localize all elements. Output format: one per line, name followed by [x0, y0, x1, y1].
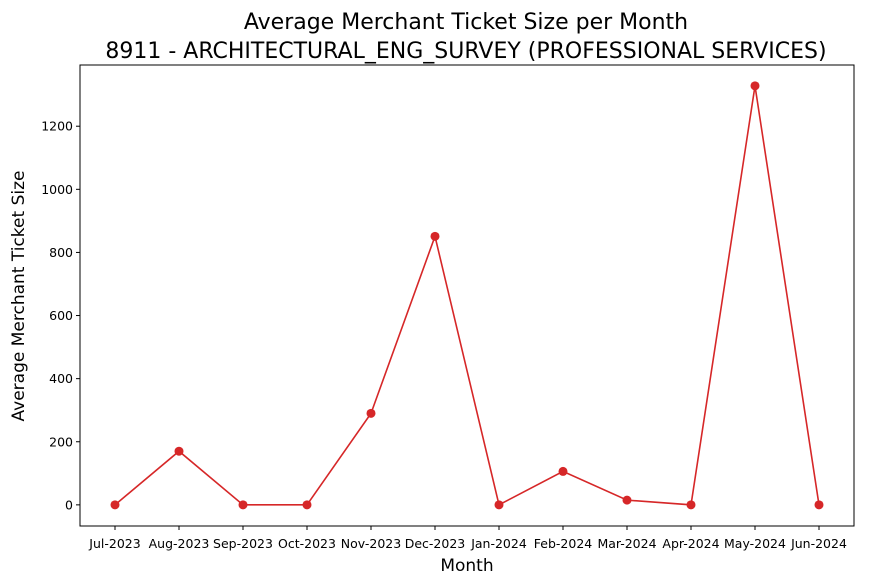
y-tick-label: 800	[49, 245, 73, 260]
data-point	[110, 500, 120, 510]
x-tick-label: Dec-2023	[405, 536, 466, 551]
x-tick-label: Jun-2024	[790, 536, 847, 551]
series-line	[114, 85, 820, 507]
chart-subtitle: 8911 - ARCHITECTURAL_ENG_SURVEY (PROFESS…	[105, 39, 826, 64]
data-point	[686, 500, 696, 510]
x-tick-label: Nov-2023	[341, 536, 401, 551]
y-tick-label: 200	[49, 434, 73, 449]
x-tick-label: Aug-2023	[149, 536, 210, 551]
y-tick-label: 400	[49, 371, 73, 386]
data-point	[238, 500, 248, 510]
y-tick-label: 1000	[41, 182, 73, 197]
data-point	[622, 495, 632, 505]
series-layer	[110, 81, 824, 510]
y-axis-label: Average Merchant Ticket Size	[9, 171, 29, 422]
data-point	[366, 408, 376, 418]
x-tick-label: Sep-2023	[213, 536, 273, 551]
data-point	[302, 500, 312, 510]
data-point	[174, 446, 184, 456]
y-tick-label: 0	[65, 497, 73, 512]
x-tick-label: Jan-2024	[470, 536, 527, 551]
data-point	[814, 500, 824, 510]
x-tick-label: Jul-2023	[88, 536, 140, 551]
x-tick-label: Apr-2024	[662, 536, 719, 551]
x-axis: Jul-2023 Aug-2023 Sep-2023 Oct-2023 Nov-2023…	[88, 526, 847, 551]
y-tick-label: 1200	[41, 119, 73, 134]
x-tick-label: Mar-2024	[597, 536, 656, 551]
data-point	[558, 466, 568, 476]
y-tick-label: 600	[49, 308, 73, 323]
data-point	[430, 231, 440, 241]
data-point	[494, 500, 504, 510]
plot-frame	[79, 64, 855, 527]
x-tick-label: Oct-2023	[278, 536, 336, 551]
y-axis: 0 200 400 600 800 1000 1200	[41, 119, 80, 512]
x-axis-label: Month	[440, 556, 493, 576]
x-tick-label: Feb-2024	[534, 536, 593, 551]
chart-title: Average Merchant Ticket Size per Month	[244, 10, 688, 35]
x-tick-label: May-2024	[724, 536, 786, 551]
data-point	[750, 81, 760, 91]
